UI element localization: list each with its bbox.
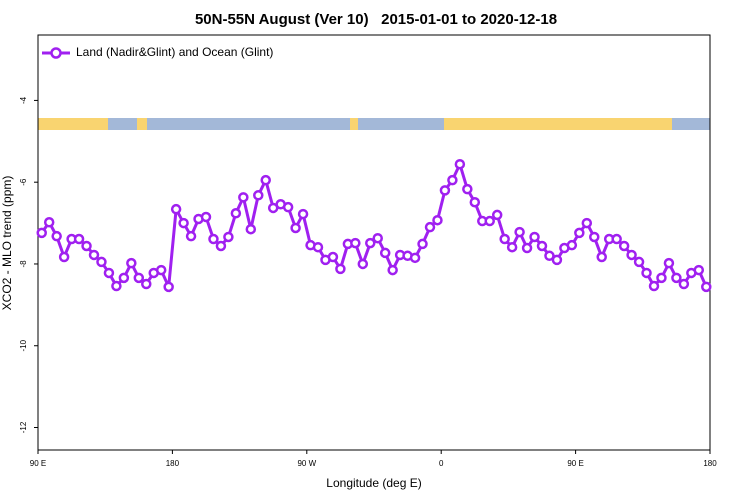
data-point — [103, 267, 115, 279]
data-point — [282, 201, 294, 213]
data-point — [36, 227, 47, 239]
data-point — [566, 239, 578, 251]
data-point — [484, 215, 495, 227]
data-point — [701, 281, 712, 293]
x-tick-label: 180 — [703, 459, 717, 468]
data-point — [387, 264, 398, 276]
data-point — [618, 240, 630, 252]
data-point — [118, 272, 130, 284]
data-point — [499, 233, 510, 245]
data-point — [633, 256, 645, 268]
data-point — [462, 183, 473, 195]
data-point — [297, 208, 309, 220]
data-point — [529, 231, 540, 243]
data-point — [230, 208, 242, 219]
data-point — [469, 196, 481, 208]
y-axis-label: XCO2 - MLO trend (ppm) — [0, 176, 14, 311]
data-point — [141, 278, 152, 290]
y-tick-label: -8 — [19, 260, 28, 268]
data-point — [506, 241, 518, 253]
data-point — [663, 257, 675, 269]
data-point — [43, 217, 55, 228]
data-point — [73, 233, 85, 245]
data-point — [200, 211, 212, 223]
data-point — [648, 280, 660, 292]
y-tick-label: -12 — [19, 421, 28, 433]
data-point — [626, 249, 637, 261]
data-point — [574, 227, 585, 239]
legend-marker — [50, 47, 62, 59]
data-point — [432, 214, 443, 226]
data-point — [454, 158, 466, 170]
data-point — [253, 190, 264, 201]
data-point — [656, 272, 667, 284]
y-tick-label: -6 — [19, 178, 28, 186]
data-point — [170, 203, 182, 215]
data-point — [327, 251, 339, 263]
data-point — [365, 237, 376, 249]
data-point — [133, 272, 145, 284]
series-line — [40, 160, 708, 293]
x-tick-label: 90 E — [30, 459, 46, 468]
data-point — [611, 233, 622, 245]
data-point — [81, 240, 92, 252]
data-point — [693, 264, 705, 276]
land-ocean-strip — [38, 118, 710, 130]
legend: Land (Nadir&Glint) and Ocean (Glint) — [42, 45, 273, 59]
data-point — [491, 209, 503, 221]
data-point — [417, 238, 428, 250]
plot-frame — [37, 34, 711, 451]
data-point — [551, 254, 563, 266]
data-point — [641, 267, 652, 279]
data-point — [350, 237, 361, 249]
legend-label: Land (Nadir&Glint) and Ocean (Glint) — [76, 45, 273, 59]
data-point — [671, 272, 682, 284]
data-point — [260, 174, 271, 186]
data-point — [521, 242, 533, 254]
data-point — [372, 232, 383, 244]
data-point — [238, 192, 249, 203]
data-point — [223, 231, 234, 243]
y-tick-label: -10 — [19, 339, 28, 351]
data-point — [589, 231, 600, 243]
data-point — [312, 241, 324, 253]
x-tick-label: 180 — [166, 459, 180, 468]
data-point — [596, 251, 607, 263]
data-point — [357, 258, 369, 270]
x-tick-label: 0 — [439, 459, 444, 468]
x-tick-label: 90 E — [567, 459, 583, 468]
data-point — [96, 256, 107, 268]
x-tick-label: 90 W — [297, 459, 316, 468]
x-axis-label: Longitude (deg E) — [326, 476, 421, 490]
data-point — [447, 174, 458, 186]
data-point — [335, 263, 346, 275]
data-point — [111, 280, 122, 292]
data-point — [678, 278, 690, 290]
data-point — [178, 217, 189, 229]
data-point — [208, 233, 219, 245]
data-point — [544, 250, 555, 262]
data-point — [88, 249, 100, 261]
data-point — [290, 222, 301, 234]
data-point — [51, 230, 62, 242]
data-point — [163, 281, 174, 293]
data-point — [215, 240, 227, 252]
chart-title: 50N-55N August (Ver 10) 2015-01-01 to 20… — [195, 11, 557, 28]
data-point — [424, 221, 436, 233]
data-point — [185, 230, 197, 242]
data-point — [536, 240, 548, 252]
data-point — [514, 226, 525, 238]
data-point — [409, 252, 421, 264]
data-point — [439, 185, 451, 196]
data-point — [126, 257, 137, 269]
y-tick-label: -4 — [19, 96, 28, 104]
data-point — [379, 247, 391, 259]
data-point — [155, 264, 167, 276]
data-point — [245, 223, 257, 235]
data-point — [581, 217, 593, 229]
data-point — [58, 251, 70, 263]
